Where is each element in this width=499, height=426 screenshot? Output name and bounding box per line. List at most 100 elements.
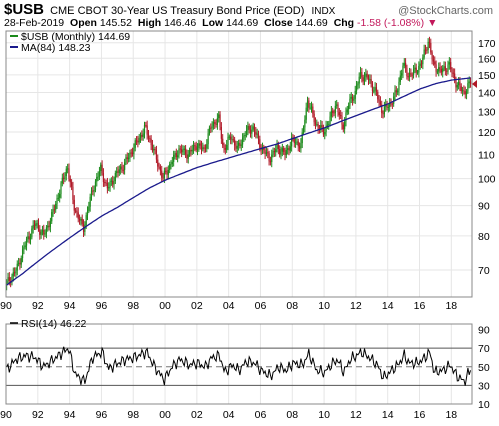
candle-body <box>60 183 62 194</box>
candle-body <box>184 148 187 155</box>
candle-body <box>203 147 205 149</box>
candle-body <box>143 125 146 134</box>
high-label: High <box>137 17 162 29</box>
candle-body <box>452 72 454 74</box>
rsi-x-tick-label: 10 <box>318 409 330 421</box>
candle-body <box>162 177 164 179</box>
rsi-x-tick-label: 04 <box>223 409 235 421</box>
candle-body <box>92 190 94 192</box>
price-x-tick-label: 14 <box>382 300 394 312</box>
candle-body <box>63 177 65 180</box>
candle-body <box>57 197 59 199</box>
candle-body <box>366 73 368 78</box>
candle-body <box>109 181 111 188</box>
candle-body <box>134 140 136 148</box>
ma-legend-label: MA(84) 148.23 <box>21 42 91 54</box>
candle-body <box>48 225 50 228</box>
candle-body <box>28 236 30 240</box>
price-x-tick-label: 00 <box>159 300 171 312</box>
candle-body <box>71 182 73 187</box>
candle-body <box>155 150 158 160</box>
candle-body <box>300 143 302 149</box>
candle-body <box>244 135 246 137</box>
candle-body <box>436 71 439 73</box>
candle-body <box>53 209 55 211</box>
candle-body <box>357 83 359 86</box>
candle-body <box>334 105 336 114</box>
candle-body <box>214 122 216 124</box>
down-arrow-icon: ▼ <box>427 17 438 29</box>
candle-body <box>165 170 167 172</box>
candle-body <box>353 98 355 101</box>
candle-body <box>435 64 437 72</box>
candle-body <box>112 180 114 185</box>
candle-body <box>344 121 346 130</box>
candle-body <box>121 166 123 170</box>
candle-body <box>36 223 38 225</box>
candle-body <box>179 148 181 150</box>
candle-body <box>267 152 269 154</box>
candle-body <box>33 224 36 227</box>
candle-body <box>77 212 79 219</box>
rsi-x-tick-label: 90 <box>0 409 12 421</box>
candle-body <box>227 136 229 146</box>
candle-body <box>67 168 69 170</box>
candle-body <box>17 262 20 264</box>
last-price-marker <box>472 80 477 89</box>
candle-body <box>416 72 419 74</box>
rsi-panel-frame <box>5 323 473 405</box>
candle-body <box>460 86 462 92</box>
candle-body <box>147 134 150 139</box>
candle-body <box>231 139 233 141</box>
candle-body <box>415 67 417 73</box>
candle-body <box>350 96 352 99</box>
price-y-tick-label: 70 <box>478 265 490 277</box>
candle-body <box>222 138 224 146</box>
candle-body <box>124 162 126 170</box>
candle-body <box>434 61 436 65</box>
candle-body <box>192 144 195 150</box>
candle-body <box>182 150 184 153</box>
candle-body <box>198 143 200 149</box>
candle-body <box>199 143 201 146</box>
candle-body <box>64 176 66 180</box>
candle-body <box>125 157 127 163</box>
price-y-tick-label: 80 <box>478 231 490 243</box>
candle-body <box>432 59 435 62</box>
candle-body <box>114 172 116 182</box>
candle-body <box>330 110 332 117</box>
candle-body <box>408 72 411 77</box>
rsi-x-tick-label: 00 <box>159 409 171 421</box>
candle-body <box>273 150 275 153</box>
candle-body <box>371 83 374 92</box>
candle-body <box>187 154 189 159</box>
candle-body <box>210 127 212 129</box>
candle-body <box>84 224 86 232</box>
moving-average-layer <box>6 77 471 286</box>
candle-body <box>171 161 173 165</box>
candle-body <box>438 67 440 72</box>
candle-body <box>354 90 356 99</box>
candle-body <box>306 100 309 108</box>
candle-body <box>12 272 14 277</box>
price-panel-frame <box>5 30 473 298</box>
price-y-tick-label: 140 <box>478 88 496 100</box>
candle-body <box>173 154 175 162</box>
candle-body <box>94 181 97 190</box>
candle-body <box>411 74 413 76</box>
candle-body <box>39 229 41 235</box>
candle-body <box>157 159 159 167</box>
candle-body <box>355 85 358 91</box>
candle-body <box>260 149 262 151</box>
candle-body <box>106 182 108 189</box>
candle-body <box>420 63 423 65</box>
candle-body <box>149 138 151 140</box>
ma84-line <box>6 77 471 286</box>
candle-body <box>101 164 103 174</box>
candle-body <box>127 157 130 160</box>
candle-body <box>407 76 409 78</box>
candle-body <box>200 145 203 150</box>
candle-body <box>308 100 310 108</box>
candle-body <box>313 113 315 123</box>
candle-body <box>363 76 366 82</box>
